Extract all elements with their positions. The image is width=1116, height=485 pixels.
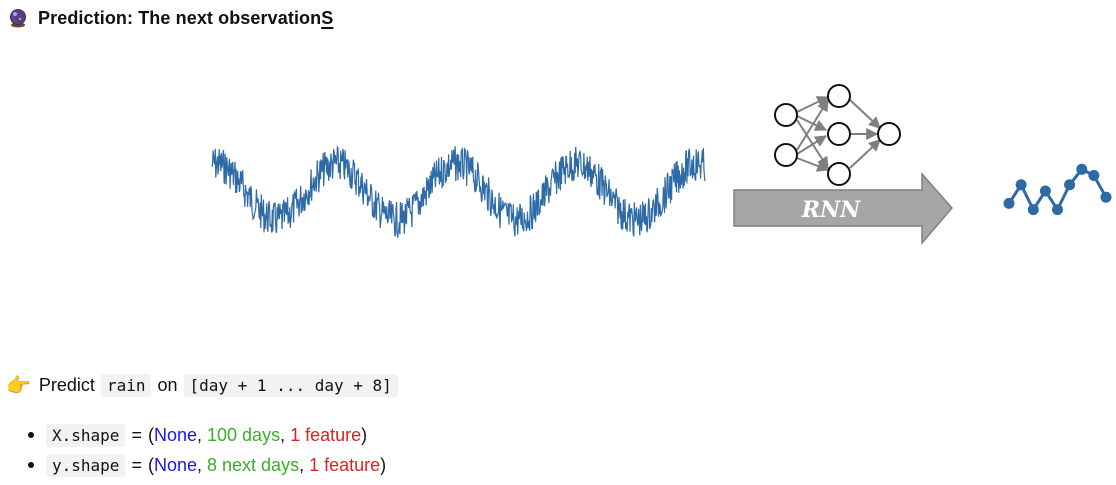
neural-network-icon — [774, 84, 901, 186]
rnn-diagram: RNN — [211, 84, 1112, 246]
predicted-point — [1015, 179, 1027, 191]
open-paren: ( — [147, 424, 154, 445]
predicted-point — [1027, 204, 1039, 216]
prediction-range-code: [day + 1 ... day + 8] — [183, 373, 398, 397]
predict-middle: on — [157, 374, 178, 395]
predicted-point — [1064, 179, 1076, 191]
length-dim: 100 days — [207, 424, 281, 445]
bullet-dot — [28, 462, 34, 468]
equals-sign: = — [131, 454, 142, 475]
pointing-hand-icon: 👉 — [6, 374, 31, 397]
rnn-arrow: RNN — [733, 172, 953, 246]
list-item: y.shape = (None, 8 next days, 1 feature) — [28, 450, 386, 480]
page-title-accent: S — [321, 8, 334, 28]
predict-prefix: Predict — [38, 374, 95, 395]
predicted-point — [1076, 163, 1088, 175]
batch-dim: None — [153, 424, 197, 445]
predicted-point — [1088, 170, 1100, 181]
crystal-ball-icon — [10, 9, 26, 28]
input-time-series — [211, 144, 706, 238]
header: Prediction: The next observationS — [8, 6, 333, 30]
page-title: Prediction: The next observationS — [38, 6, 333, 30]
close-paren: ) — [380, 454, 387, 475]
predicted-point — [1003, 197, 1015, 209]
batch-dim: None — [153, 454, 197, 475]
close-paren: ) — [361, 424, 368, 445]
predicted-point — [1052, 204, 1063, 216]
separator: , — [196, 454, 202, 475]
separator: , — [299, 454, 305, 475]
equals-sign: = — [131, 424, 142, 445]
bullet-dot — [28, 432, 34, 438]
rnn-label: RNN — [801, 197, 861, 223]
predict-line: 👉 Predict rain on [day + 1 ... day + 8] — [6, 370, 398, 400]
x-shape-code: X.shape — [46, 423, 126, 447]
feature-dim: 1 feature — [309, 454, 381, 475]
list-item: X.shape = (None, 100 days, 1 feature) — [28, 420, 386, 450]
predicted-sequence — [1003, 163, 1112, 216]
feature-dim: 1 feature — [290, 424, 362, 445]
separator: , — [280, 424, 286, 445]
predicted-point — [1039, 185, 1051, 197]
shape-list: X.shape = (None, 100 days, 1 feature) y.… — [28, 420, 386, 480]
length-dim: 8 next days — [207, 454, 300, 475]
target-variable-code: rain — [100, 373, 152, 397]
predicted-point — [1100, 191, 1112, 203]
page-title-main: Prediction: The next observation — [38, 8, 322, 28]
open-paren: ( — [147, 454, 154, 475]
y-shape-code: y.shape — [46, 453, 126, 477]
separator: , — [196, 424, 202, 445]
